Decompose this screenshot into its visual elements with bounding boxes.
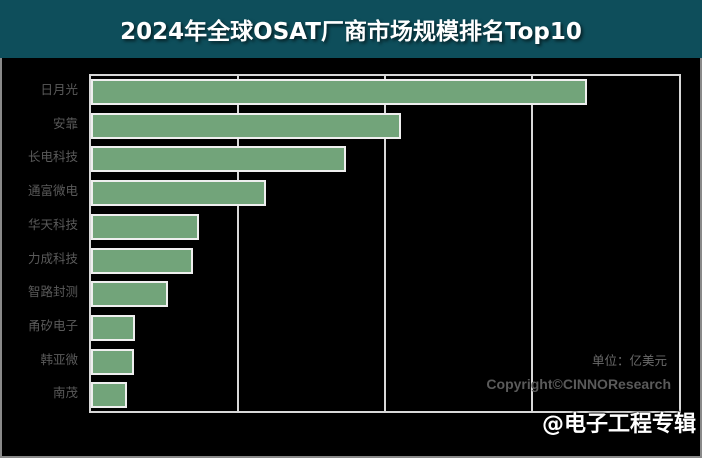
gridline: [531, 76, 533, 411]
category-label: 南茂: [52, 385, 78, 401]
unit-label: 单位：亿美元: [591, 353, 667, 368]
bar: [91, 382, 127, 409]
category-label: 力成科技: [27, 250, 78, 266]
bar: [91, 213, 200, 240]
gridline: [237, 76, 239, 411]
gridline: [384, 76, 386, 411]
category-label: 华天科技: [27, 216, 78, 232]
bar: [91, 146, 347, 173]
chart-header: 2024年全球OSAT厂商市场规模排名Top10: [0, 0, 702, 58]
category-label: 日月光: [40, 82, 78, 97]
category-label: 通富微电: [27, 183, 78, 199]
bar: [91, 281, 169, 308]
watermark: @电子工程专辑: [541, 412, 696, 437]
chart-title: 2024年全球OSAT厂商市场规模排名Top10: [120, 19, 582, 45]
bar: [91, 79, 587, 105]
category-label: 长电科技: [27, 149, 78, 165]
bar: [91, 247, 194, 274]
bar: [91, 180, 266, 207]
copyright-text: Copyright©CINNOResearch: [486, 376, 671, 392]
category-label: 韩亚微: [40, 351, 78, 367]
bar: [91, 348, 134, 375]
bar: [91, 314, 135, 341]
category-label: 安靠: [52, 115, 78, 131]
category-label: 甬矽电子: [27, 317, 78, 333]
bar: [91, 112, 402, 139]
category-label: 智路封测: [27, 284, 78, 300]
plot-area: [89, 74, 681, 413]
